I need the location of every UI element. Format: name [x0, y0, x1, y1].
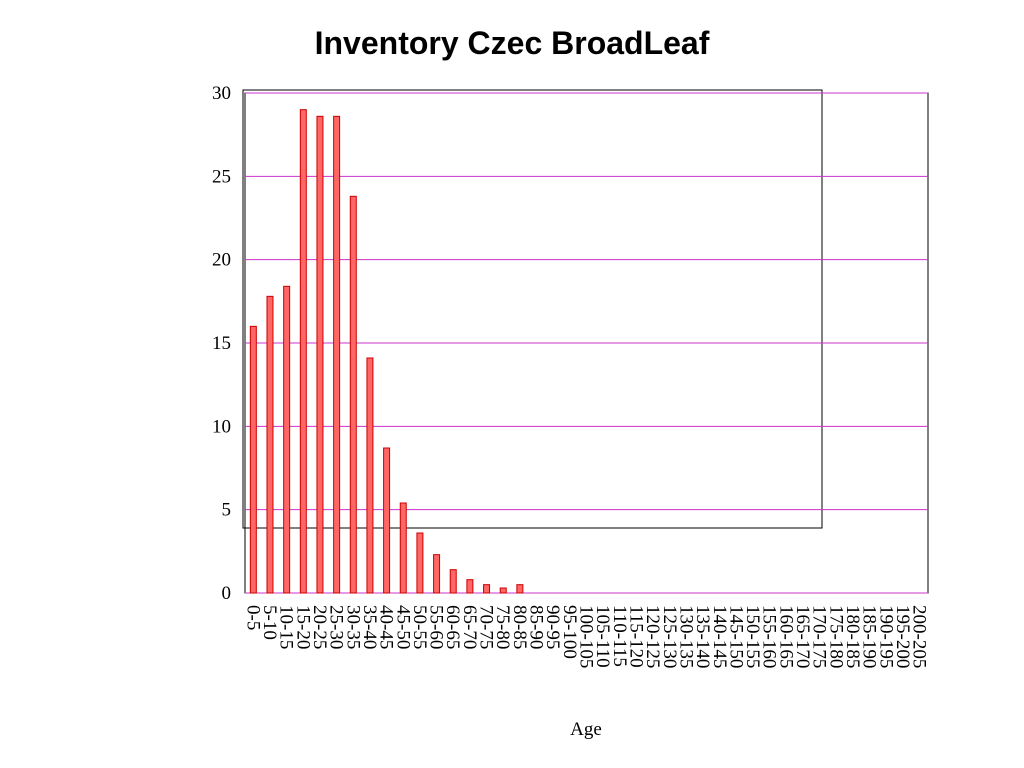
- x-tick-label: 145-150: [725, 605, 746, 668]
- x-tick-label: 15-20: [292, 605, 313, 649]
- x-tick-label: 55-60: [426, 605, 447, 649]
- x-tick-label: 155-160: [759, 605, 780, 668]
- bar: [399, 502, 407, 594]
- bar: [499, 587, 507, 594]
- bar: [283, 285, 291, 594]
- x-tick-label: 60-65: [442, 605, 463, 649]
- bar: [466, 579, 474, 594]
- x-tick-label: 115-120: [625, 605, 646, 668]
- x-tick-label: 10-15: [276, 605, 297, 649]
- frame-box: [242, 89, 823, 529]
- x-tick-label: 0-5: [242, 605, 263, 630]
- x-tick-label: 65-70: [459, 605, 480, 649]
- x-tick-label: 25-30: [326, 605, 347, 649]
- bar: [516, 584, 524, 594]
- y-tick-label: 20: [212, 250, 231, 271]
- x-tick-label: 95-100: [559, 605, 580, 659]
- y-tick-label: 0: [222, 583, 232, 604]
- x-tick-label: 200-205: [909, 605, 930, 668]
- x-tick-label: 140-145: [709, 605, 730, 668]
- y-tick-label: 25: [212, 166, 231, 187]
- x-tick-label: 40-45: [376, 605, 397, 649]
- x-tick-label: 125-130: [659, 605, 680, 668]
- bar: [483, 584, 491, 594]
- x-tick-label: 170-175: [809, 605, 830, 668]
- x-tick-label: 20-25: [309, 605, 330, 649]
- x-tick-label: 160-165: [775, 605, 796, 668]
- bar: [383, 447, 391, 594]
- x-tick-label: 135-140: [692, 605, 713, 668]
- x-axis-label: Age: [570, 719, 602, 740]
- y-tick-label: 10: [212, 416, 231, 437]
- bar: [299, 109, 307, 594]
- bar: [366, 357, 374, 594]
- x-tick-label: 150-155: [742, 605, 763, 668]
- x-tick-label: 45-50: [392, 605, 413, 649]
- chart-title: Inventory Czec BroadLeaf: [315, 25, 710, 61]
- x-tick-label: 130-135: [675, 605, 696, 668]
- x-tick-label: 75-80: [492, 605, 513, 649]
- x-tick-label: 180-185: [842, 605, 863, 668]
- x-tick-label: 35-40: [359, 605, 380, 649]
- bar: [349, 195, 357, 594]
- y-tick-label: 5: [222, 500, 232, 521]
- x-tick-label: 90-95: [542, 605, 563, 649]
- x-tick-label: 85-90: [526, 605, 547, 649]
- x-tick-label: 50-55: [409, 605, 430, 649]
- bar: [333, 115, 341, 594]
- x-tick-label: 175-180: [825, 605, 846, 668]
- x-tick-label: 105-110: [592, 605, 613, 668]
- x-tick-label: 165-170: [792, 605, 813, 668]
- x-tick-label: 30-35: [342, 605, 363, 649]
- x-tick-label: 5-10: [259, 605, 280, 640]
- x-tick-label: 185-190: [859, 605, 880, 668]
- x-tick-label: 70-75: [476, 605, 497, 649]
- bar: [416, 532, 424, 594]
- bar: [449, 569, 457, 594]
- x-tick-label: 195-200: [892, 605, 913, 668]
- y-tick-label: 30: [212, 83, 231, 104]
- x-tick-label: 190-195: [875, 605, 896, 668]
- y-tick-label: 15: [212, 333, 231, 354]
- bar: [433, 554, 441, 594]
- x-tick-label: 100-105: [576, 605, 597, 668]
- x-tick-label: 110-115: [609, 605, 630, 667]
- bar: [266, 295, 274, 594]
- x-tick-label: 120-125: [642, 605, 663, 668]
- bar: [249, 325, 257, 594]
- x-tick-label: 80-85: [509, 605, 530, 649]
- bar: [316, 115, 324, 594]
